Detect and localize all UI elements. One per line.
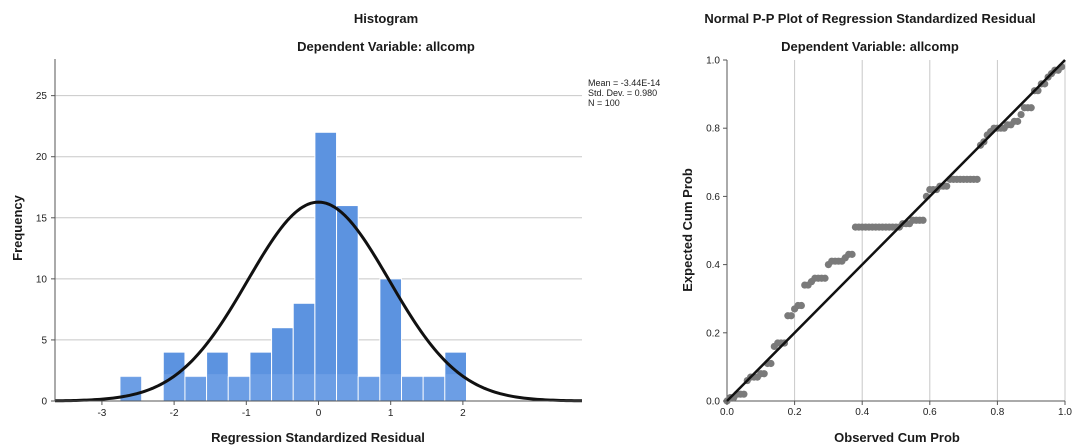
pp-plot-y-ticks: 0.0 0.2 0.4 0.6 0.8 1.0 bbox=[706, 56, 727, 408]
pp-y-tick-label: 0.6 bbox=[706, 192, 720, 203]
pp-point bbox=[787, 312, 795, 320]
pp-plot-panel: Normal P-P Plot of Regression Standardiz… bbox=[680, 11, 1072, 445]
pp-x-tick-label: 0.6 bbox=[923, 407, 937, 418]
pp-y-tick-label: 1.0 bbox=[706, 56, 720, 67]
pp-point bbox=[797, 301, 805, 310]
histogram-bar-shade bbox=[163, 374, 185, 401]
pp-y-tick-label: 0.2 bbox=[706, 328, 720, 339]
pp-point bbox=[1027, 104, 1035, 112]
histogram-x-tick-label: -3 bbox=[97, 408, 106, 419]
histogram-y-tick-label: 25 bbox=[36, 91, 48, 102]
histogram-x-tick-label: -1 bbox=[242, 408, 251, 419]
histogram-y-ticks: 0 5 10 15 20 25 bbox=[36, 91, 55, 408]
histogram-y-tick-label: 15 bbox=[36, 213, 48, 224]
pp-reference-line bbox=[726, 59, 1066, 402]
histogram-bar-shade bbox=[423, 376, 445, 401]
histogram-bar-shade bbox=[207, 374, 228, 401]
pp-plot-title: Normal P-P Plot of Regression Standardiz… bbox=[704, 11, 1035, 26]
histogram-bar-shade bbox=[402, 376, 423, 401]
pp-point bbox=[943, 182, 951, 190]
histogram-bar bbox=[314, 131, 338, 402]
histogram-x-axis-title: Regression Standardized Residual bbox=[211, 430, 425, 445]
pp-x-tick-label: 1.0 bbox=[1058, 407, 1072, 418]
pp-x-tick-label: 0.8 bbox=[990, 407, 1004, 418]
pp-plot-x-ticks: 0.0 0.2 0.4 0.6 0.8 1.0 bbox=[720, 401, 1072, 418]
pp-point bbox=[848, 250, 856, 258]
pp-point bbox=[919, 216, 927, 224]
pp-x-axis-title: Observed Cum Prob bbox=[834, 430, 960, 445]
histogram-bar-shade bbox=[228, 376, 250, 401]
histogram-y-tick-label: 20 bbox=[36, 152, 48, 163]
normal-curve-line bbox=[54, 200, 583, 403]
histogram-y-tick-label: 5 bbox=[41, 335, 47, 346]
histogram-x-tick-label: 0 bbox=[316, 408, 322, 419]
histogram-y-tick-label: 10 bbox=[36, 274, 48, 285]
histogram-bar-shade bbox=[185, 376, 207, 401]
stats-std-dev: Std. Dev. = 0.980 bbox=[588, 88, 657, 98]
histogram-x-tick-label: 1 bbox=[388, 408, 394, 419]
histogram-x-tick-label: 2 bbox=[460, 408, 466, 419]
pp-point bbox=[760, 370, 768, 378]
histogram-bar-shade bbox=[337, 374, 358, 401]
pp-x-tick-label: 0.2 bbox=[788, 407, 802, 418]
histogram-bar-shade bbox=[358, 376, 380, 401]
pp-point bbox=[740, 390, 748, 398]
histogram-title: Histogram bbox=[354, 11, 418, 26]
pp-plot-subtitle: Dependent Variable: allcomp bbox=[781, 39, 959, 54]
pp-point bbox=[767, 359, 775, 368]
histogram-bar-shade bbox=[293, 374, 315, 401]
histogram-x-ticks: -3 -2 -1 0 1 2 bbox=[97, 401, 466, 419]
histogram-bar-shade bbox=[250, 374, 272, 401]
histogram-x-tick-label: -2 bbox=[170, 408, 179, 419]
pp-y-tick-label: 0.0 bbox=[706, 397, 720, 408]
stats-n: N = 100 bbox=[588, 98, 620, 108]
stats-box: Mean = -3.44E-14 Std. Dev. = 0.980 N = 1… bbox=[588, 78, 660, 108]
pp-point bbox=[973, 175, 981, 183]
histogram-bar-shade bbox=[445, 374, 466, 401]
pp-diagonal-line bbox=[726, 59, 1066, 402]
normal-curve bbox=[54, 200, 583, 403]
histogram-bar-shade bbox=[380, 374, 402, 401]
pp-point bbox=[1014, 117, 1022, 125]
pp-plot-axes bbox=[726, 60, 1065, 402]
histogram-subtitle: Dependent Variable: allcomp bbox=[297, 39, 475, 54]
pp-point bbox=[1017, 110, 1025, 119]
histogram-y-tick-label: 0 bbox=[41, 397, 47, 408]
histogram-bars bbox=[119, 131, 467, 402]
pp-x-tick-label: 0.0 bbox=[720, 407, 734, 418]
pp-plot-gridlines bbox=[794, 60, 1066, 401]
histogram-panel: Histogram Dependent Variable: allcomp -3… bbox=[10, 11, 660, 445]
pp-y-axis-title: Expected Cum Prob bbox=[680, 168, 695, 292]
pp-point bbox=[821, 274, 829, 282]
histogram-bar bbox=[336, 205, 359, 402]
stats-mean: Mean = -3.44E-14 bbox=[588, 78, 660, 88]
pp-y-tick-label: 0.8 bbox=[706, 124, 720, 135]
pp-x-tick-label: 0.4 bbox=[855, 407, 869, 418]
histogram-y-axis-title: Frequency bbox=[10, 194, 25, 261]
histogram-bar-shade bbox=[272, 374, 293, 401]
pp-y-tick-label: 0.4 bbox=[706, 260, 720, 271]
histogram-bar-shade bbox=[315, 374, 337, 401]
